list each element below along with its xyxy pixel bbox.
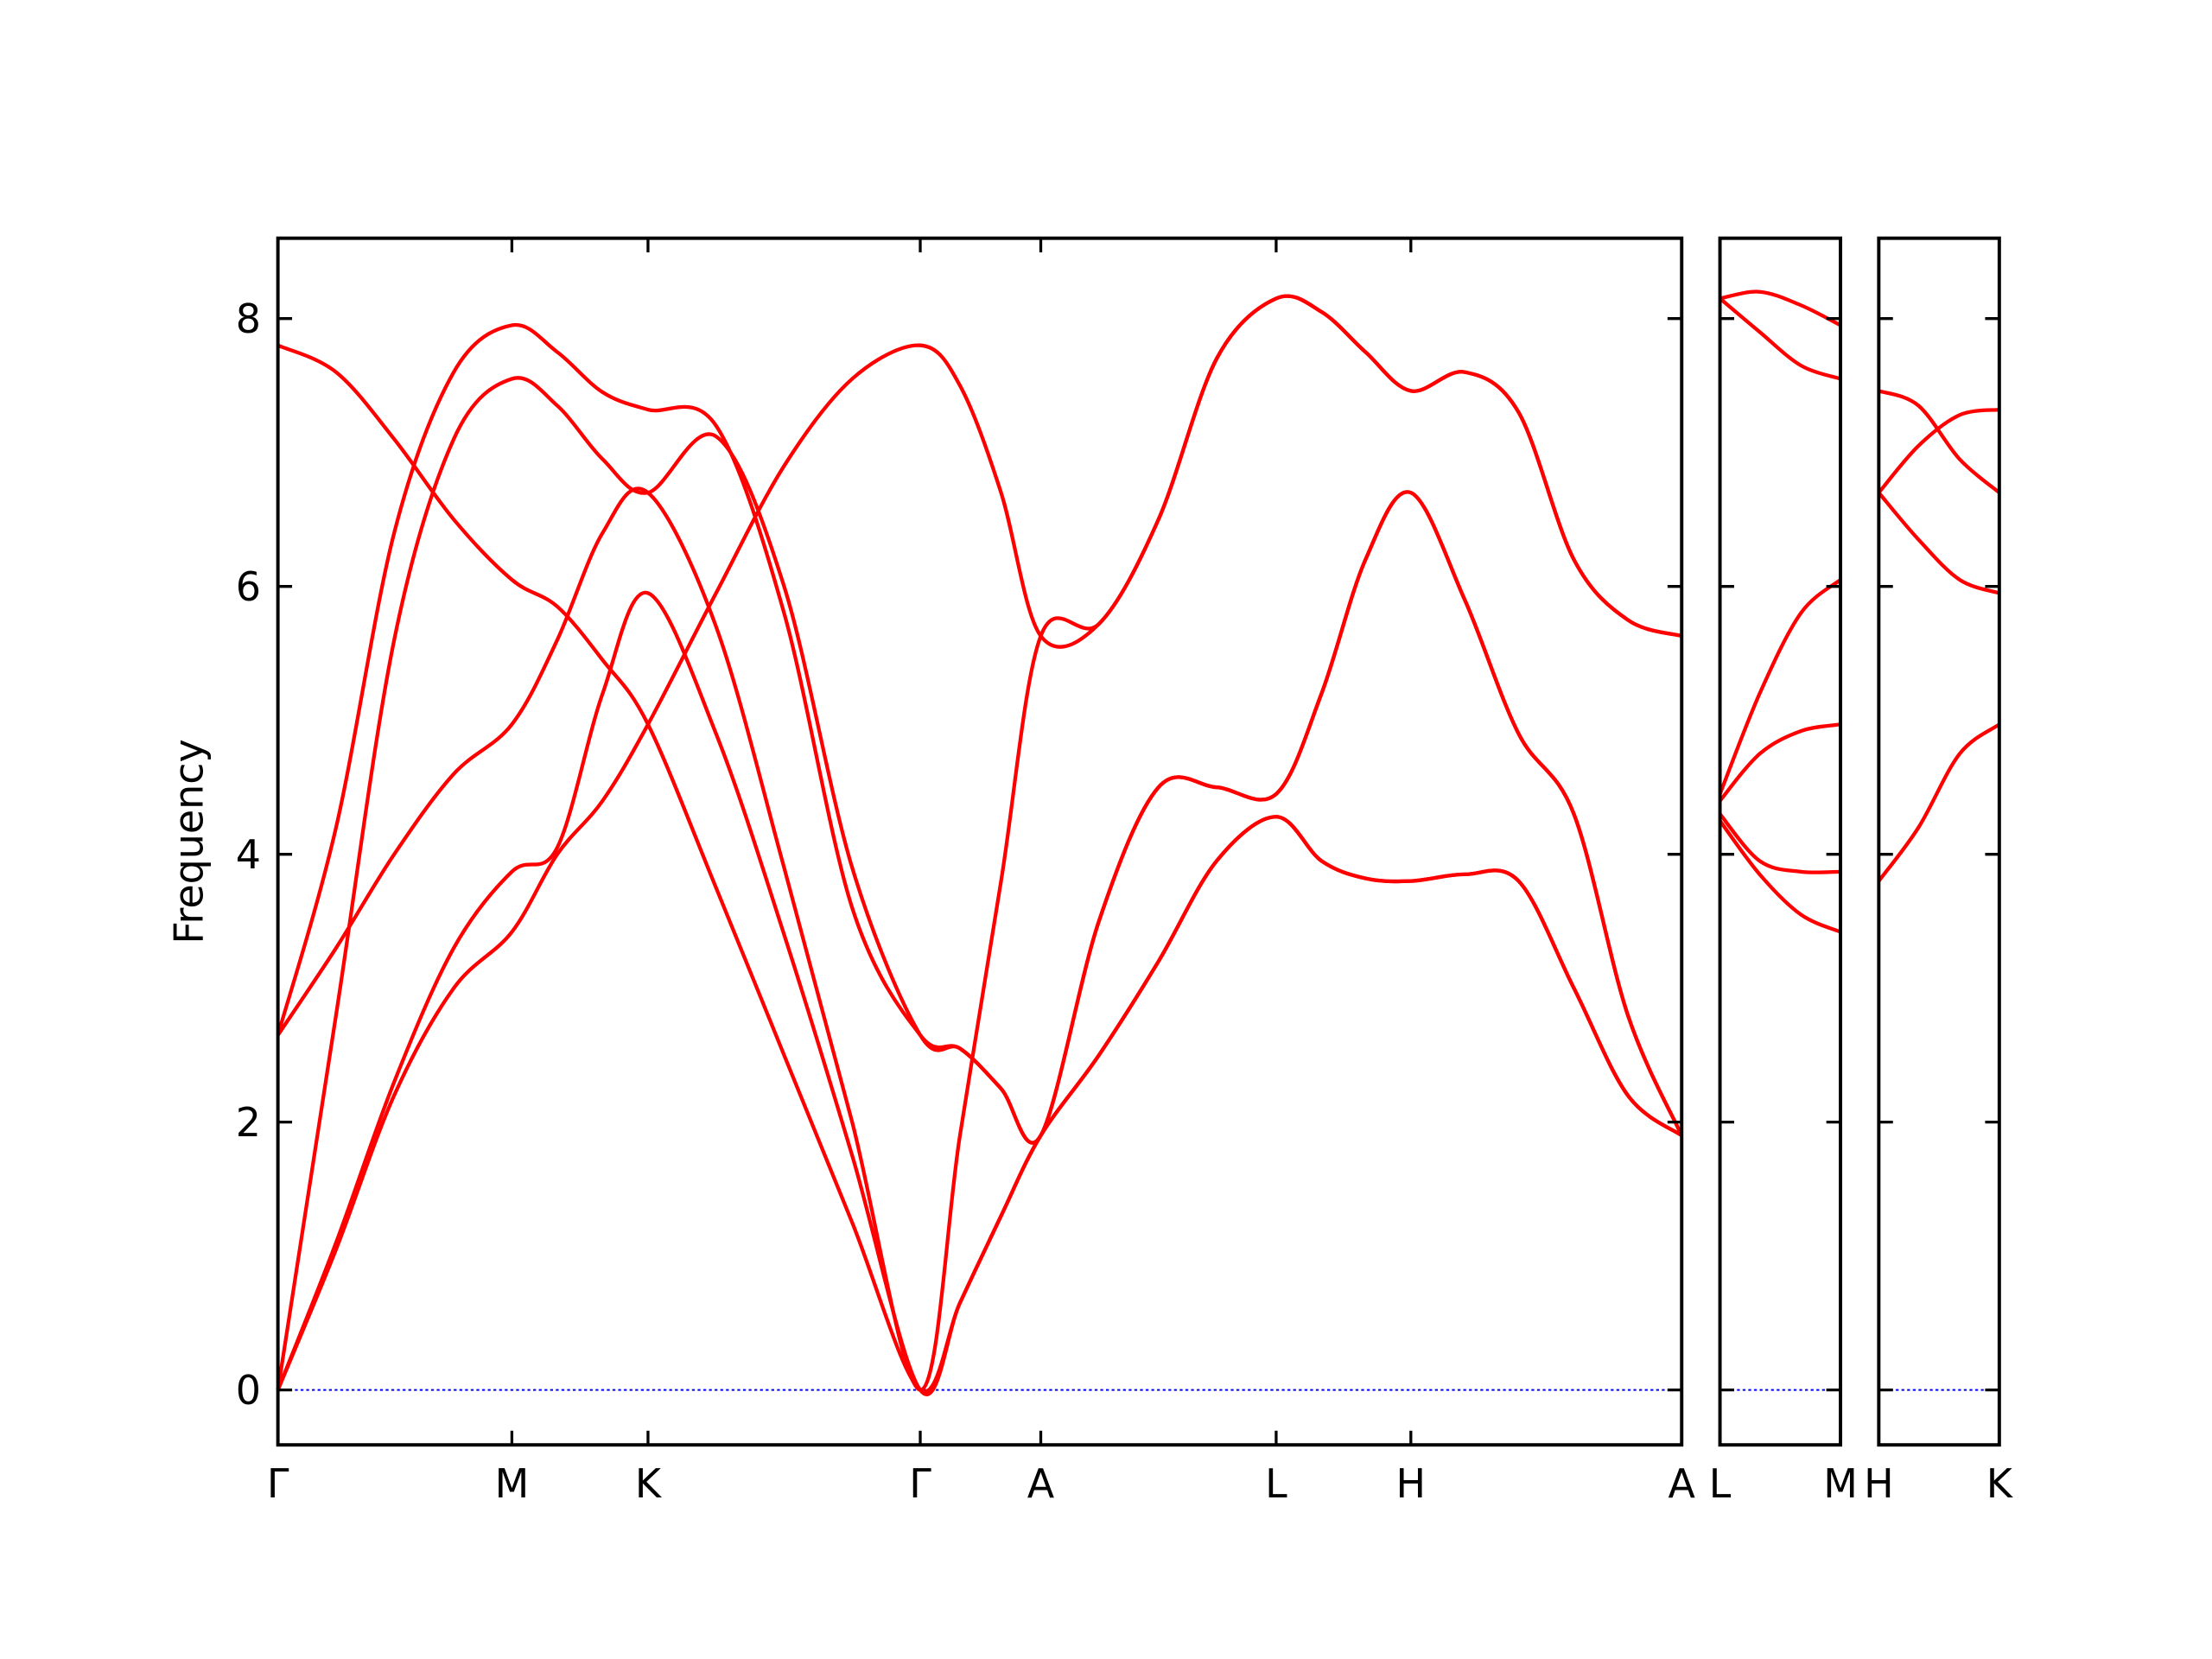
x-tick-label: K bbox=[1986, 1460, 2014, 1507]
x-tick-label: H bbox=[1396, 1460, 1427, 1507]
x-tick-label: A bbox=[1027, 1460, 1055, 1507]
x-tick-label: L bbox=[1265, 1460, 1287, 1507]
band-line bbox=[1718, 578, 1842, 795]
y-axis-label: Frequency bbox=[166, 739, 213, 944]
plot-frame bbox=[276, 236, 1684, 1447]
x-tick-label: Γ bbox=[267, 1460, 289, 1507]
band-line bbox=[1719, 296, 1841, 381]
band-line bbox=[1718, 812, 1841, 874]
band-line bbox=[1877, 407, 2000, 494]
x-tick-label: K bbox=[635, 1460, 663, 1507]
x-tick-label: M bbox=[1823, 1460, 1858, 1507]
y-tick-label: 8 bbox=[236, 296, 261, 342]
y-tick-label: 4 bbox=[236, 831, 261, 878]
band-line bbox=[276, 294, 1682, 1391]
y-tick-label: 0 bbox=[236, 1367, 261, 1414]
plot-frame bbox=[1718, 236, 1843, 1447]
band-line bbox=[276, 294, 1682, 1392]
x-tick-label: L bbox=[1709, 1460, 1732, 1507]
band-line bbox=[276, 376, 1684, 1390]
band-line bbox=[276, 590, 1683, 1396]
plot-frame bbox=[1877, 236, 2001, 1447]
x-tick-label: H bbox=[1864, 1460, 1894, 1507]
band-line bbox=[276, 343, 1683, 1394]
band-line bbox=[1718, 722, 1841, 803]
x-tick-label: M bbox=[495, 1460, 530, 1507]
band-line bbox=[1718, 819, 1841, 934]
y-tick-label: 2 bbox=[236, 1099, 261, 1146]
band-line bbox=[1719, 289, 1842, 327]
x-tick-label: A bbox=[1669, 1460, 1696, 1507]
band-line bbox=[1877, 722, 2001, 882]
band-line bbox=[1877, 491, 2000, 595]
band-line bbox=[1878, 389, 2001, 494]
y-tick-label: 6 bbox=[236, 563, 261, 610]
x-tick-label: Γ bbox=[909, 1460, 931, 1507]
